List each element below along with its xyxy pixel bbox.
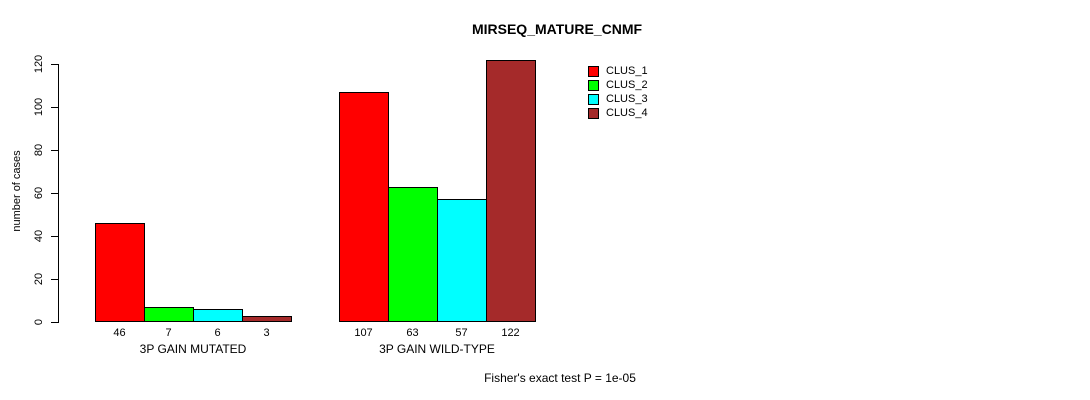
legend-swatch-clus_1 [588,66,599,77]
y-axis-tick [51,236,58,237]
legend-label-clus_1: CLUS_1 [606,65,648,77]
y-axis-tick-label: 120 [33,54,45,74]
y-axis-label: number of cases [11,150,23,232]
y-axis-tick-label: 100 [33,97,45,117]
legend-swatch-clus_2 [588,80,599,91]
legend-swatch-clus_3 [588,94,599,105]
legend-swatch-clus_4 [588,108,599,119]
bar-value-label: 46 [113,327,126,339]
bar-clus_2-1 [144,307,194,322]
y-axis-tick [51,150,58,151]
bar-clus_1-1 [95,223,145,322]
bar-value-label: 63 [406,327,419,339]
y-axis-tick [51,193,58,194]
category-label: 3P GAIN WILD-TYPE [379,342,495,356]
y-axis-tick [51,322,58,323]
bar-clus_3-1 [193,309,243,322]
bar-value-label: 6 [214,327,221,339]
legend-label-clus_2: CLUS_2 [606,79,648,91]
y-axis-tick [51,279,58,280]
bar-value-label: 7 [165,327,172,339]
bar-value-label: 57 [455,327,468,339]
bar-clus_4-2 [486,60,536,322]
bar-clus_2-2 [388,187,438,322]
bar-value-label: 3 [263,327,270,339]
legend-label-clus_3: CLUS_3 [606,93,648,105]
y-axis-tick-label: 60 [33,186,45,200]
y-axis-tick [51,64,58,65]
bar-clus_4-1 [242,316,292,322]
bar-clus_3-2 [437,199,487,322]
annotation-fisher-test: Fisher's exact test P = 1e-05 [484,371,636,385]
y-axis-tick-label: 0 [33,318,45,326]
bar-clus_1-2 [339,92,389,322]
bar-value-label: 122 [501,327,520,339]
chart-title: MIRSEQ_MATURE_CNMF [471,21,643,37]
y-axis-tick-label: 40 [33,229,45,243]
category-label: 3P GAIN MUTATED [139,342,247,356]
legend-label-clus_4: CLUS_4 [606,107,648,119]
y-axis-tick-label: 20 [33,272,45,286]
y-axis-line [58,64,59,323]
y-axis-tick-label: 80 [33,143,45,157]
bar-value-label: 107 [354,327,373,339]
y-axis-tick [51,107,58,108]
